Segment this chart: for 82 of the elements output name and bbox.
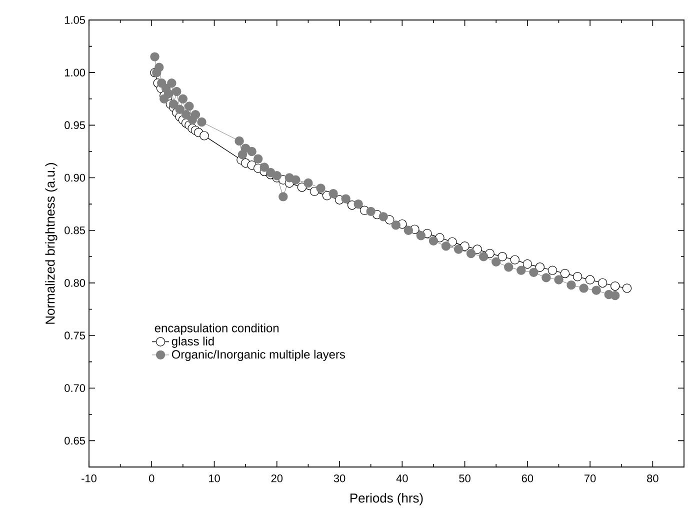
point (522, 259, 532, 269)
point (247, 146, 256, 156)
y-axis-title: Normalized brightness (a.u.) (45, 162, 58, 324)
point (254, 154, 263, 164)
point (178, 94, 188, 104)
y-tick-label: 0.80 (64, 279, 86, 287)
point (167, 78, 176, 88)
point (478, 252, 488, 262)
point (168, 100, 178, 109)
point (197, 117, 206, 127)
point (304, 178, 313, 188)
x-tick-label: 70 (584, 474, 596, 482)
point (328, 188, 338, 198)
legend-label: glass lid (172, 336, 214, 348)
point (472, 244, 482, 254)
point (454, 244, 464, 254)
x-tick-label: 10 (208, 474, 220, 482)
x-tick-label: 0 (149, 474, 154, 482)
point (535, 262, 545, 272)
x-tick-label: 60 (522, 474, 534, 482)
point (598, 278, 608, 288)
point (560, 268, 570, 278)
point (172, 86, 182, 96)
x-tick-label: 50 (459, 474, 470, 482)
y-tick-label: 0.70 (64, 384, 86, 392)
point (190, 110, 200, 120)
point (592, 286, 601, 295)
point (554, 275, 564, 284)
point (542, 273, 551, 282)
x-tick-label: 80 (647, 474, 658, 482)
x-tick-label: 30 (334, 474, 346, 482)
point (529, 268, 538, 278)
point (622, 284, 632, 293)
point (548, 266, 558, 275)
point (366, 206, 376, 216)
point (150, 52, 160, 62)
legend-label: Organic/Inorganic multiple layers (172, 350, 346, 361)
point (291, 175, 300, 184)
point (585, 275, 595, 284)
point (234, 136, 244, 146)
point (154, 62, 164, 72)
point (572, 272, 582, 282)
point (175, 104, 184, 114)
point (466, 248, 476, 258)
y-tick-label: 1.05 (64, 16, 86, 24)
y-tick-label: 0.90 (64, 174, 86, 182)
point (610, 281, 620, 291)
point (579, 284, 588, 293)
y-tick-label: 0.65 (64, 436, 86, 445)
point (504, 262, 514, 272)
point (448, 237, 457, 247)
point (164, 89, 174, 98)
point (378, 212, 388, 222)
y-tick-label: 0.95 (64, 121, 86, 130)
point (260, 162, 269, 172)
y-tick-label: 1.00 (64, 68, 86, 76)
point (416, 231, 426, 240)
y-tick-label: 0.85 (64, 226, 86, 234)
point (610, 290, 620, 300)
point (428, 236, 438, 246)
x-axis-title: Periods (hrs) (350, 493, 423, 506)
point (316, 184, 326, 193)
point (404, 226, 414, 235)
point (510, 255, 520, 264)
point (278, 192, 288, 202)
point (516, 266, 526, 275)
point (441, 242, 451, 251)
point (391, 220, 400, 230)
point (341, 194, 350, 204)
point (184, 102, 194, 111)
point (297, 182, 307, 192)
point (492, 257, 501, 267)
point (354, 199, 363, 209)
point (566, 280, 576, 290)
point (181, 110, 191, 120)
y-tick-label: 0.75 (64, 332, 86, 340)
point (498, 252, 507, 262)
x-tick-label: 40 (396, 474, 408, 482)
x-tick-label: -10 (82, 474, 96, 482)
point (200, 131, 209, 140)
legend-title: encapsulation condition (154, 324, 279, 335)
x-tick-label: 20 (271, 474, 283, 482)
